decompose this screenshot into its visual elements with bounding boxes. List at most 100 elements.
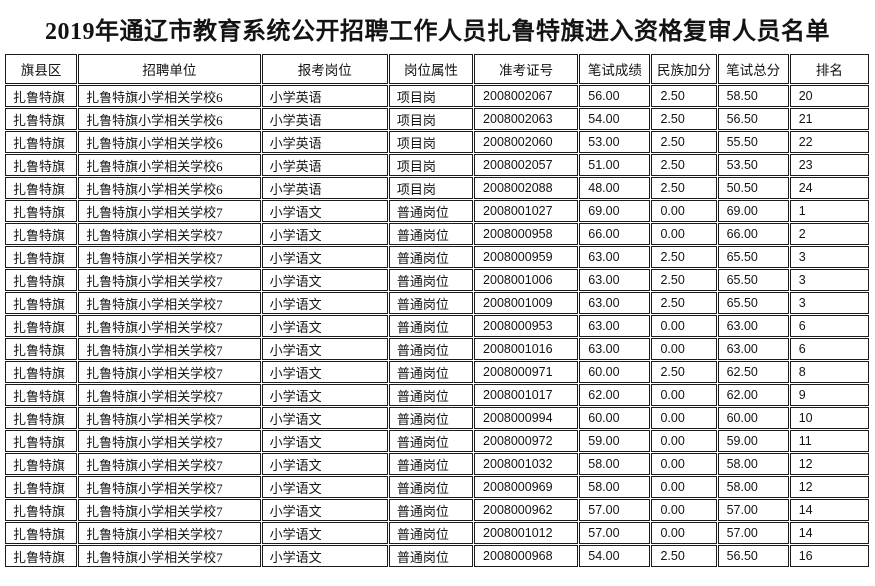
table-cell: 2.50 [651,269,717,291]
table-cell: 扎鲁特旗 [5,292,78,314]
table-cell: 2008001016 [474,338,579,360]
table-cell: 2008001012 [474,522,579,544]
table-cell: 扎鲁特旗 [5,85,78,107]
table-cell: 2008000953 [474,315,579,337]
table-cell: 普通岗位 [388,292,474,314]
table-cell: 12 [789,453,869,475]
table-cell: 69.00 [579,200,651,222]
table-cell: 扎鲁特旗小学相关学校7 [78,200,261,222]
table-cell: 50.50 [717,177,789,199]
table-cell: 项目岗 [388,177,474,199]
table-cell: 扎鲁特旗 [5,430,78,452]
table-cell: 2008001006 [474,269,579,291]
table-cell: 23 [789,154,869,176]
table-cell: 0.00 [651,407,717,429]
table-cell: 项目岗 [388,154,474,176]
table-cell: 6 [789,315,869,337]
table-cell: 11 [789,430,869,452]
table-cell: 普通岗位 [388,407,474,429]
table-cell: 2008002057 [474,154,579,176]
table-row: 扎鲁特旗 扎鲁特旗小学相关学校7 小学语文 普通岗位 2008000959 63.00 2.… [5,246,869,268]
table-cell: 扎鲁特旗 [5,200,78,222]
table-cell: 2.50 [651,246,717,268]
table-cell: 2008002067 [474,85,579,107]
table-cell: 普通岗位 [388,315,474,337]
table-cell: 小学英语 [261,108,388,130]
table-row: 扎鲁特旗 扎鲁特旗小学相关学校7 小学语文 普通岗位 2008000972 59.00 0.… [5,430,869,452]
table-cell: 65.50 [717,246,789,268]
table-cell: 扎鲁特旗 [5,315,78,337]
table-cell: 普通岗位 [388,246,474,268]
table-cell: 小学语文 [261,407,388,429]
table-cell: 48.00 [579,177,651,199]
table-cell: 22 [789,131,869,153]
table-cell: 小学语文 [261,200,388,222]
table-cell: 0.00 [651,476,717,498]
table-cell: 0.00 [651,200,717,222]
table-row: 扎鲁特旗 扎鲁特旗小学相关学校7 小学语文 普通岗位 2008001016 63.00 0.… [5,338,869,360]
table-cell: 扎鲁特旗小学相关学校7 [78,246,261,268]
table-cell: 2008001009 [474,292,579,314]
table-cell: 项目岗 [388,108,474,130]
table-cell: 小学语文 [261,499,388,521]
column-header: 笔试成绩 [579,54,651,84]
table-row: 扎鲁特旗 扎鲁特旗小学相关学校7 小学语文 普通岗位 2008000953 63.00 0.… [5,315,869,337]
table-row: 扎鲁特旗 扎鲁特旗小学相关学校6 小学英语 项目岗 2008002057 51.00 2.5… [5,154,869,176]
table-cell: 小学英语 [261,85,388,107]
table-cell: 55.50 [717,131,789,153]
table-cell: 63.00 [717,338,789,360]
qualification-review-table: 旗县区 招聘单位 报考岗位 岗位属性 准考证号 笔试成绩 民族加分 笔试总分 排名 扎鲁特旗 扎鲁… [4,53,870,568]
table-cell: 6 [789,338,869,360]
table-cell: 小学语文 [261,384,388,406]
table-cell: 2008000958 [474,223,579,245]
table-cell: 63.00 [579,269,651,291]
table-cell: 2008000962 [474,499,579,521]
table-cell: 2.50 [651,85,717,107]
table-cell: 扎鲁特旗小学相关学校6 [78,131,261,153]
table-cell: 62.00 [579,384,651,406]
table-cell: 扎鲁特旗 [5,223,78,245]
table-body: 扎鲁特旗 扎鲁特旗小学相关学校6 小学英语 项目岗 2008002067 56.00 2.5… [5,85,869,567]
table-cell: 普通岗位 [388,338,474,360]
table-cell: 57.00 [717,499,789,521]
table-cell: 小学英语 [261,177,388,199]
table-cell: 60.00 [579,361,651,383]
column-header: 旗县区 [5,54,78,84]
table-cell: 小学语文 [261,292,388,314]
table-cell: 2008000969 [474,476,579,498]
table-cell: 小学语文 [261,453,388,475]
table-cell: 2.50 [651,177,717,199]
table-row: 扎鲁特旗 扎鲁特旗小学相关学校6 小学英语 项目岗 2008002063 54.00 2.5… [5,108,869,130]
table-cell: 2.50 [651,292,717,314]
table-cell: 60.00 [717,407,789,429]
table-cell: 扎鲁特旗 [5,545,78,567]
table-cell: 扎鲁特旗小学相关学校6 [78,85,261,107]
table-row: 扎鲁特旗 扎鲁特旗小学相关学校7 小学语文 普通岗位 2008000958 66.00 0.… [5,223,869,245]
table-cell: 扎鲁特旗小学相关学校7 [78,361,261,383]
table-cell: 2008001027 [474,200,579,222]
table-cell: 10 [789,407,869,429]
table-cell: 0.00 [651,522,717,544]
table-row: 扎鲁特旗 扎鲁特旗小学相关学校6 小学英语 项目岗 2008002060 53.00 2.5… [5,131,869,153]
table-cell: 62.00 [717,384,789,406]
table-cell: 扎鲁特旗 [5,361,78,383]
table-row: 扎鲁特旗 扎鲁特旗小学相关学校7 小学语文 普通岗位 2008001006 63.00 2.… [5,269,869,291]
table-cell: 9 [789,384,869,406]
table-cell: 2.50 [651,108,717,130]
table-cell: 56.50 [717,108,789,130]
table-cell: 59.00 [579,430,651,452]
table-cell: 小学语文 [261,269,388,291]
table-cell: 小学语文 [261,338,388,360]
table-cell: 普通岗位 [388,361,474,383]
table-cell: 扎鲁特旗小学相关学校7 [78,338,261,360]
table-cell: 扎鲁特旗 [5,338,78,360]
table-cell: 2008000968 [474,545,579,567]
table-cell: 扎鲁特旗小学相关学校7 [78,292,261,314]
page-title: 2019年通辽市教育系统公开招聘工作人员扎鲁特旗进入资格复审人员名单 [45,19,830,45]
table-cell: 小学语文 [261,522,388,544]
table-cell: 2008002060 [474,131,579,153]
table-cell: 扎鲁特旗小学相关学校7 [78,315,261,337]
table-cell: 扎鲁特旗小学相关学校7 [78,407,261,429]
table-cell: 扎鲁特旗小学相关学校6 [78,108,261,130]
table-cell: 普通岗位 [388,223,474,245]
